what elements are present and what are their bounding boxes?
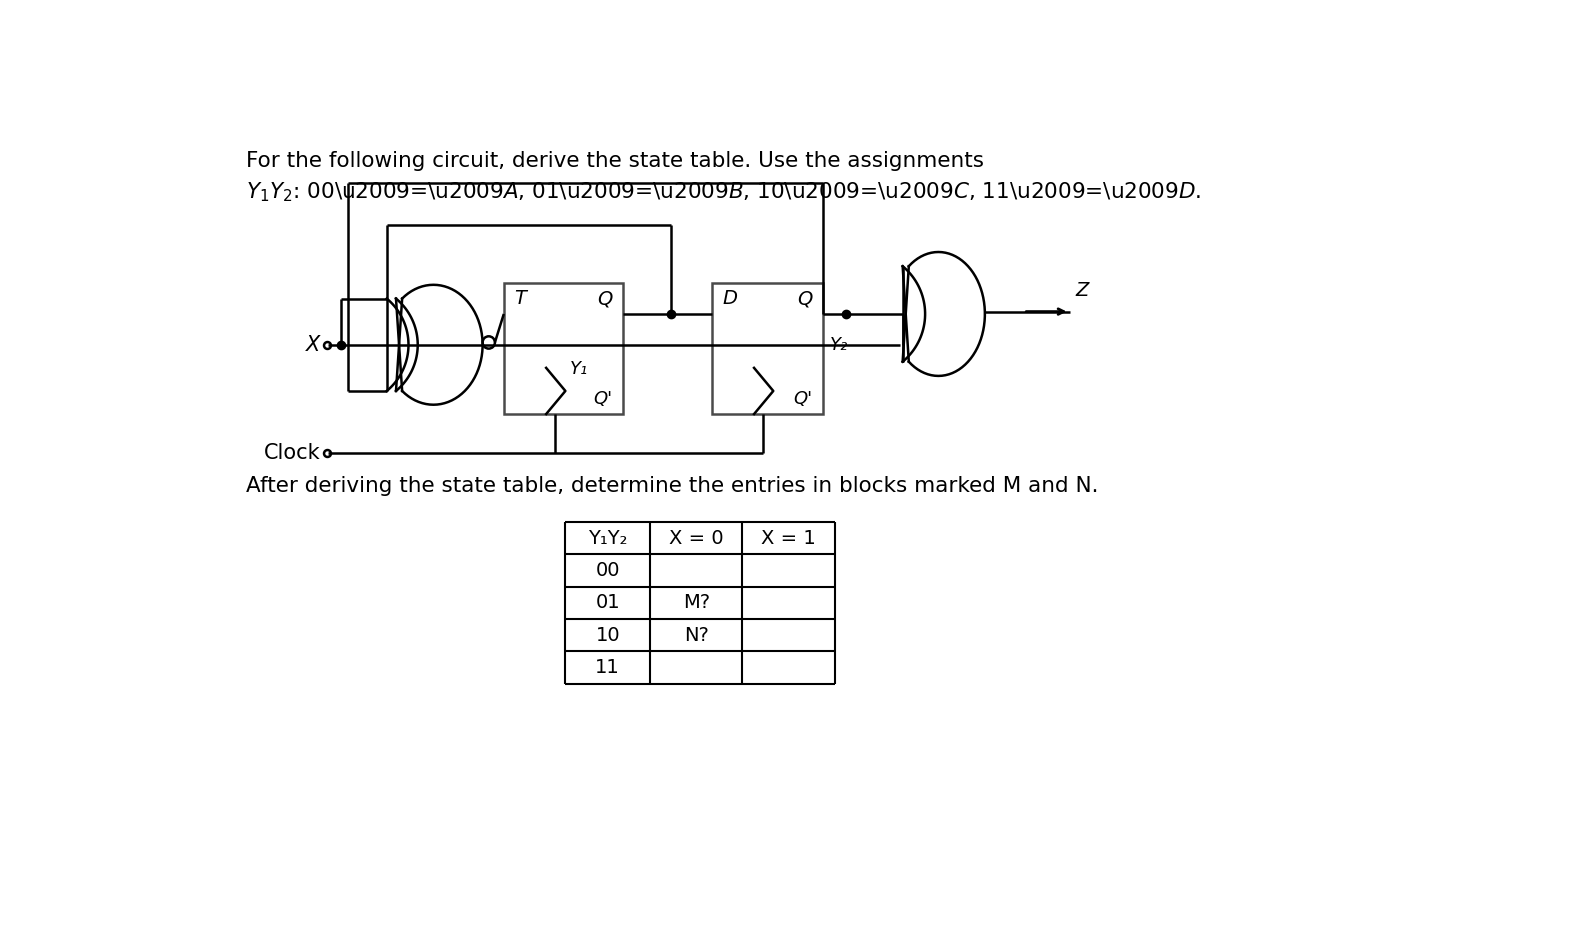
Text: M?: M? <box>683 593 710 612</box>
Text: Y₁: Y₁ <box>570 360 587 378</box>
Text: Y₁Y₂: Y₁Y₂ <box>587 529 627 548</box>
Text: X = 0: X = 0 <box>669 529 723 548</box>
Text: N?: N? <box>683 626 709 645</box>
Bar <box>712 283 824 414</box>
Text: Q: Q <box>796 289 812 308</box>
Text: Y₂: Y₂ <box>830 336 847 354</box>
Text: Q: Q <box>597 289 613 308</box>
Text: X: X <box>306 335 321 355</box>
Text: T: T <box>514 289 527 308</box>
Text: $Y_1Y_2$: 00\u2009=\u2009$A$, 01\u2009=\u2009$B$, 10\u2009=\u2009$C$, 11\u2009=\: $Y_1Y_2$: 00\u2009=\u2009$A$, 01\u2009=\… <box>246 180 1202 204</box>
Text: 01: 01 <box>595 593 621 612</box>
Text: For the following circuit, derive the state table. Use the assignments: For the following circuit, derive the st… <box>246 151 983 171</box>
Text: 11: 11 <box>595 658 621 677</box>
Text: 00: 00 <box>595 561 619 580</box>
Text: D: D <box>723 289 737 308</box>
Text: Q': Q' <box>594 390 613 408</box>
Text: X = 1: X = 1 <box>761 529 816 548</box>
Text: Z: Z <box>1076 281 1088 300</box>
Text: Q': Q' <box>793 390 812 408</box>
Text: After deriving the state table, determine the entries in blocks marked M and N.: After deriving the state table, determin… <box>246 476 1098 496</box>
Text: 10: 10 <box>595 626 621 645</box>
Text: Clock: Clock <box>263 443 321 463</box>
Bar <box>504 283 622 414</box>
